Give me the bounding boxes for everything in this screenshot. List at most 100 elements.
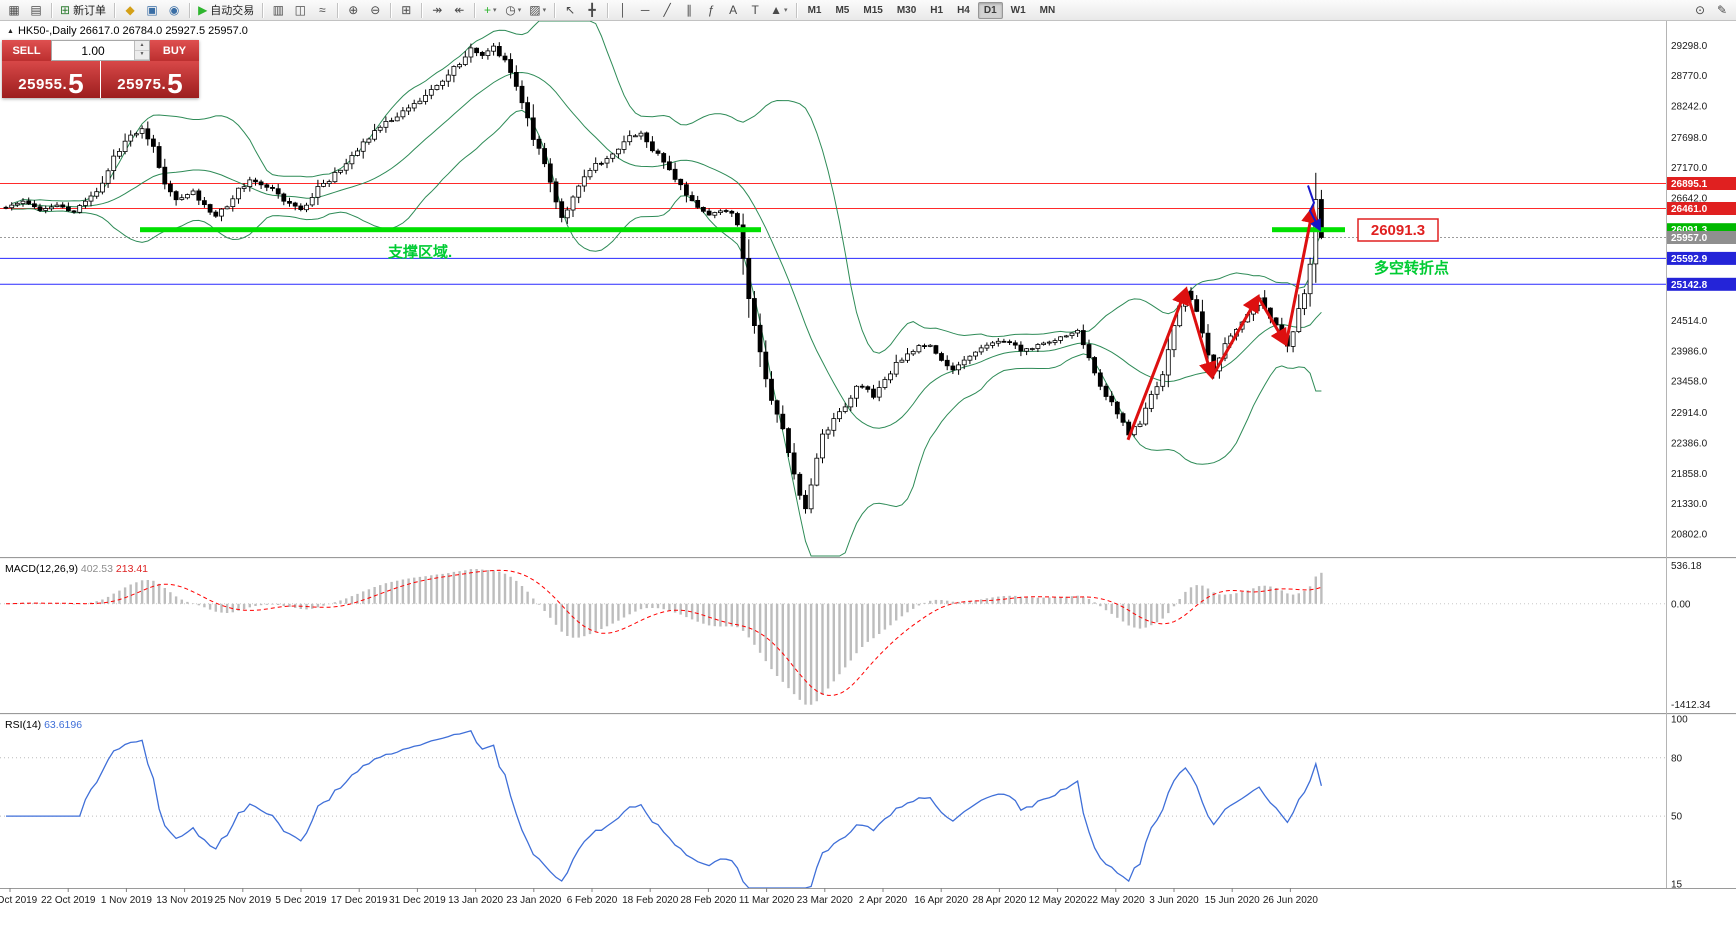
sell-price-main: 25955. — [18, 76, 68, 93]
strategy-tester-icon[interactable]: ◉ — [164, 1, 184, 19]
zoom-in-icon[interactable]: ⊕ — [343, 1, 363, 19]
svg-text:29298.0: 29298.0 — [1671, 41, 1708, 52]
auto-trading-icon: ▶ — [198, 3, 208, 17]
candlestick-chart-icon[interactable]: ◫ — [290, 1, 310, 19]
volume-spinner: ▲ ▼ — [134, 41, 149, 60]
svg-text:25592.9: 25592.9 — [1671, 254, 1708, 265]
chart-icon: ▲ — [7, 27, 14, 35]
auto-trading-button[interactable]: ▶ 自动交易 — [195, 1, 257, 19]
fibonacci-icon[interactable]: ƒ — [701, 1, 721, 19]
svg-text:23986.0: 23986.0 — [1671, 346, 1708, 357]
svg-text:RSI(14) 63.6196: RSI(14) 63.6196 — [5, 719, 82, 731]
svg-text:26461.0: 26461.0 — [1671, 204, 1708, 215]
buy-price[interactable]: 25975. 5 — [101, 61, 199, 98]
svg-text:25957.0: 25957.0 — [1671, 233, 1708, 244]
candlestick-series — [3, 42, 1324, 514]
svg-text:0.00: 0.00 — [1671, 599, 1691, 610]
bollinger-bands — [11, 20, 1322, 557]
new-order-button[interactable]: ⊞ 新订单 — [57, 1, 109, 19]
zoom-out-icon[interactable]: ⊖ — [365, 1, 385, 19]
svg-text:536.18: 536.18 — [1671, 561, 1702, 572]
mql5-community-icon[interactable]: ◆ — [120, 1, 140, 19]
data-window-icon[interactable]: ▣ — [142, 1, 162, 19]
crosshair-icon[interactable]: ╋ — [582, 1, 602, 19]
buy-price-main: 25975. — [117, 76, 167, 93]
edit-icon[interactable]: ✎ — [1712, 1, 1732, 19]
toolbar-separator — [189, 2, 191, 18]
svg-text:28 Apr 2020: 28 Apr 2020 — [972, 895, 1026, 906]
price-axis[interactable]: 29298.0 28770.0 28242.0 27698.0 27170.0 26642… — [1667, 41, 1736, 891]
svg-text:10 Oct 2019: 10 Oct 2019 — [0, 895, 38, 906]
horizontal-line-icon[interactable]: ─ — [635, 1, 655, 19]
label-icon[interactable]: T — [745, 1, 765, 19]
svg-text:28242.0: 28242.0 — [1671, 102, 1708, 113]
new-chart-icon[interactable]: ▦ — [4, 1, 24, 19]
profiles-icon[interactable]: ▤ — [26, 1, 46, 19]
toolbar-separator — [421, 2, 423, 18]
svg-text:16 Apr 2020: 16 Apr 2020 — [914, 895, 968, 906]
svg-text:-1412.34: -1412.34 — [1671, 700, 1711, 711]
volume-up-button[interactable]: ▲ — [135, 41, 149, 51]
search-icon[interactable]: ⊙ — [1690, 1, 1710, 19]
svg-text:26 Jun 2020: 26 Jun 2020 — [1263, 895, 1318, 906]
timeframe-h4-button[interactable]: H4 — [951, 2, 976, 19]
horizontal-lines[interactable] — [0, 183, 1666, 285]
templates-icon[interactable]: ▨ ▾ — [526, 1, 549, 19]
sell-button[interactable]: SELL — [2, 40, 51, 61]
bar-chart-icon[interactable]: ▥ — [268, 1, 288, 19]
timeframe-d1-button[interactable]: D1 — [977, 1, 1003, 19]
svg-text:23 Jan 2020: 23 Jan 2020 — [506, 895, 561, 906]
svg-text:25 Nov 2019: 25 Nov 2019 — [214, 895, 271, 906]
channel-icon[interactable]: ∥ — [679, 1, 699, 19]
svg-text:21858.0: 21858.0 — [1671, 469, 1708, 480]
svg-text:17 Dec 2019: 17 Dec 2019 — [331, 895, 388, 906]
timeframe-m15-button[interactable]: M15 — [857, 2, 888, 19]
chart-title: ▲ HK50-,Daily 26617.0 26784.0 25927.5 25… — [7, 25, 248, 37]
svg-text:21330.0: 21330.0 — [1671, 499, 1708, 510]
chart-shift-icon[interactable]: ↞ — [449, 1, 469, 19]
buy-button[interactable]: BUY — [150, 40, 199, 61]
svg-text:23458.0: 23458.0 — [1671, 377, 1708, 388]
periods-icon[interactable]: ◷ ▾ — [502, 1, 524, 19]
sell-price[interactable]: 25955. 5 — [2, 61, 100, 98]
support-zones[interactable] — [140, 227, 1345, 233]
volume-input[interactable] — [52, 41, 134, 60]
trendline-icon[interactable]: ╱ — [657, 1, 677, 19]
one-click-trading-panel[interactable]: SELL ▲ ▼ BUY 25955. 5 25975. 5 — [2, 40, 199, 98]
chart-annotations: 支撑区域. 多空转折点 26091.3 — [387, 218, 1449, 277]
svg-text:12 May 2020: 12 May 2020 — [1029, 895, 1087, 906]
arrows-styles-icon[interactable]: ▲ ▾ — [767, 1, 790, 19]
volume-box[interactable]: ▲ ▼ — [51, 40, 150, 61]
auto-scroll-icon[interactable]: ↠ — [427, 1, 447, 19]
svg-text:22 May 2020: 22 May 2020 — [1087, 895, 1145, 906]
timeframe-m1-button[interactable]: M1 — [802, 2, 828, 19]
vertical-line-icon[interactable]: │ — [613, 1, 633, 19]
svg-text:26091.3: 26091.3 — [1671, 225, 1708, 236]
trend-arrows[interactable] — [1126, 185, 1321, 441]
macd-panel[interactable]: MACD(12,26,9) 402.53 213.41 — [0, 563, 1666, 705]
line-chart-icon[interactable]: ≈ — [312, 1, 332, 19]
svg-text:15 Jun 2020: 15 Jun 2020 — [1205, 895, 1260, 906]
auto-trading-label: 自动交易 — [210, 5, 255, 17]
indicators-icon[interactable]: + ▾ — [480, 1, 500, 19]
svg-text:22 Oct 2019: 22 Oct 2019 — [41, 895, 96, 906]
timeframe-m30-button[interactable]: M30 — [891, 2, 922, 19]
text-icon[interactable]: A — [723, 1, 743, 19]
svg-text:28770.0: 28770.0 — [1671, 71, 1708, 82]
svg-text:22386.0: 22386.0 — [1671, 438, 1708, 449]
svg-text:13 Jan 2020: 13 Jan 2020 — [448, 895, 503, 906]
cursor-icon[interactable]: ↖ — [560, 1, 580, 19]
timeframe-w1-button[interactable]: W1 — [1005, 2, 1032, 19]
volume-down-button[interactable]: ▼ — [135, 50, 149, 60]
rsi-panel[interactable]: RSI(14) 63.6196 — [0, 719, 1666, 889]
toolbar-separator — [607, 2, 609, 18]
tile-windows-icon[interactable]: ⊞ — [396, 1, 416, 19]
timeframe-mn-button[interactable]: MN — [1034, 2, 1062, 19]
timeframe-h1-button[interactable]: H1 — [924, 2, 949, 19]
chart-title-text: HK50-,Daily 26617.0 26784.0 25927.5 2595… — [17, 25, 248, 37]
buy-price-pip: 5 — [167, 68, 183, 100]
toolbar: ▦ ▤ ⊞ 新订单 ◆ ▣ ◉ ▶ 自动交易 ▥ ◫ ≈ ⊕ ⊖ ⊞ ↠ ↞ + ▾ ◷ ▾ ▨ ▾ ↖ ╋ │ ─ ╱ ∥ ƒ A T ▲ ▾ … — [0, 0, 1736, 21]
timeframe-m5-button[interactable]: M5 — [829, 2, 855, 19]
